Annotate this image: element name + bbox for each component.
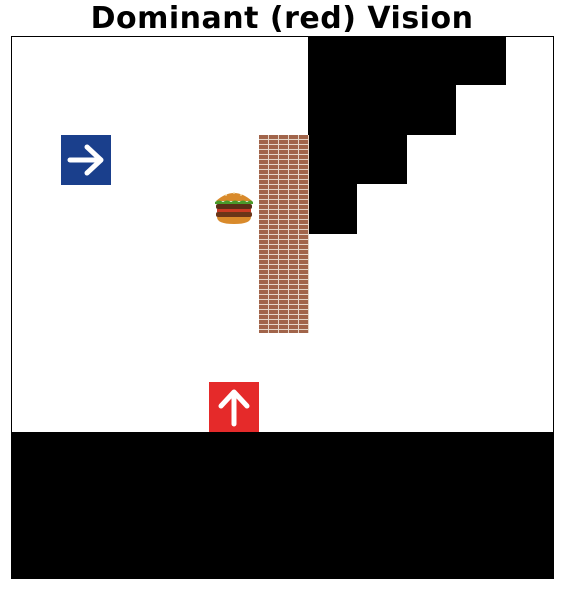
arrow-up-icon [218,389,250,427]
burger-icon [215,192,253,224]
fog-region-row-4 [308,184,357,234]
brick-wall [259,135,309,333]
fog-region-top-row [308,37,506,85]
game-grid [11,36,554,579]
arrow-right-icon [67,144,104,176]
subordinate-agent-blue [61,135,111,185]
fog-region-row-3 [308,135,407,184]
figure-title: Dominant (red) Vision [90,1,474,36]
fog-region-bottom [12,432,553,578]
dominant-agent-red [209,382,259,432]
fog-region-row-2 [308,85,456,135]
